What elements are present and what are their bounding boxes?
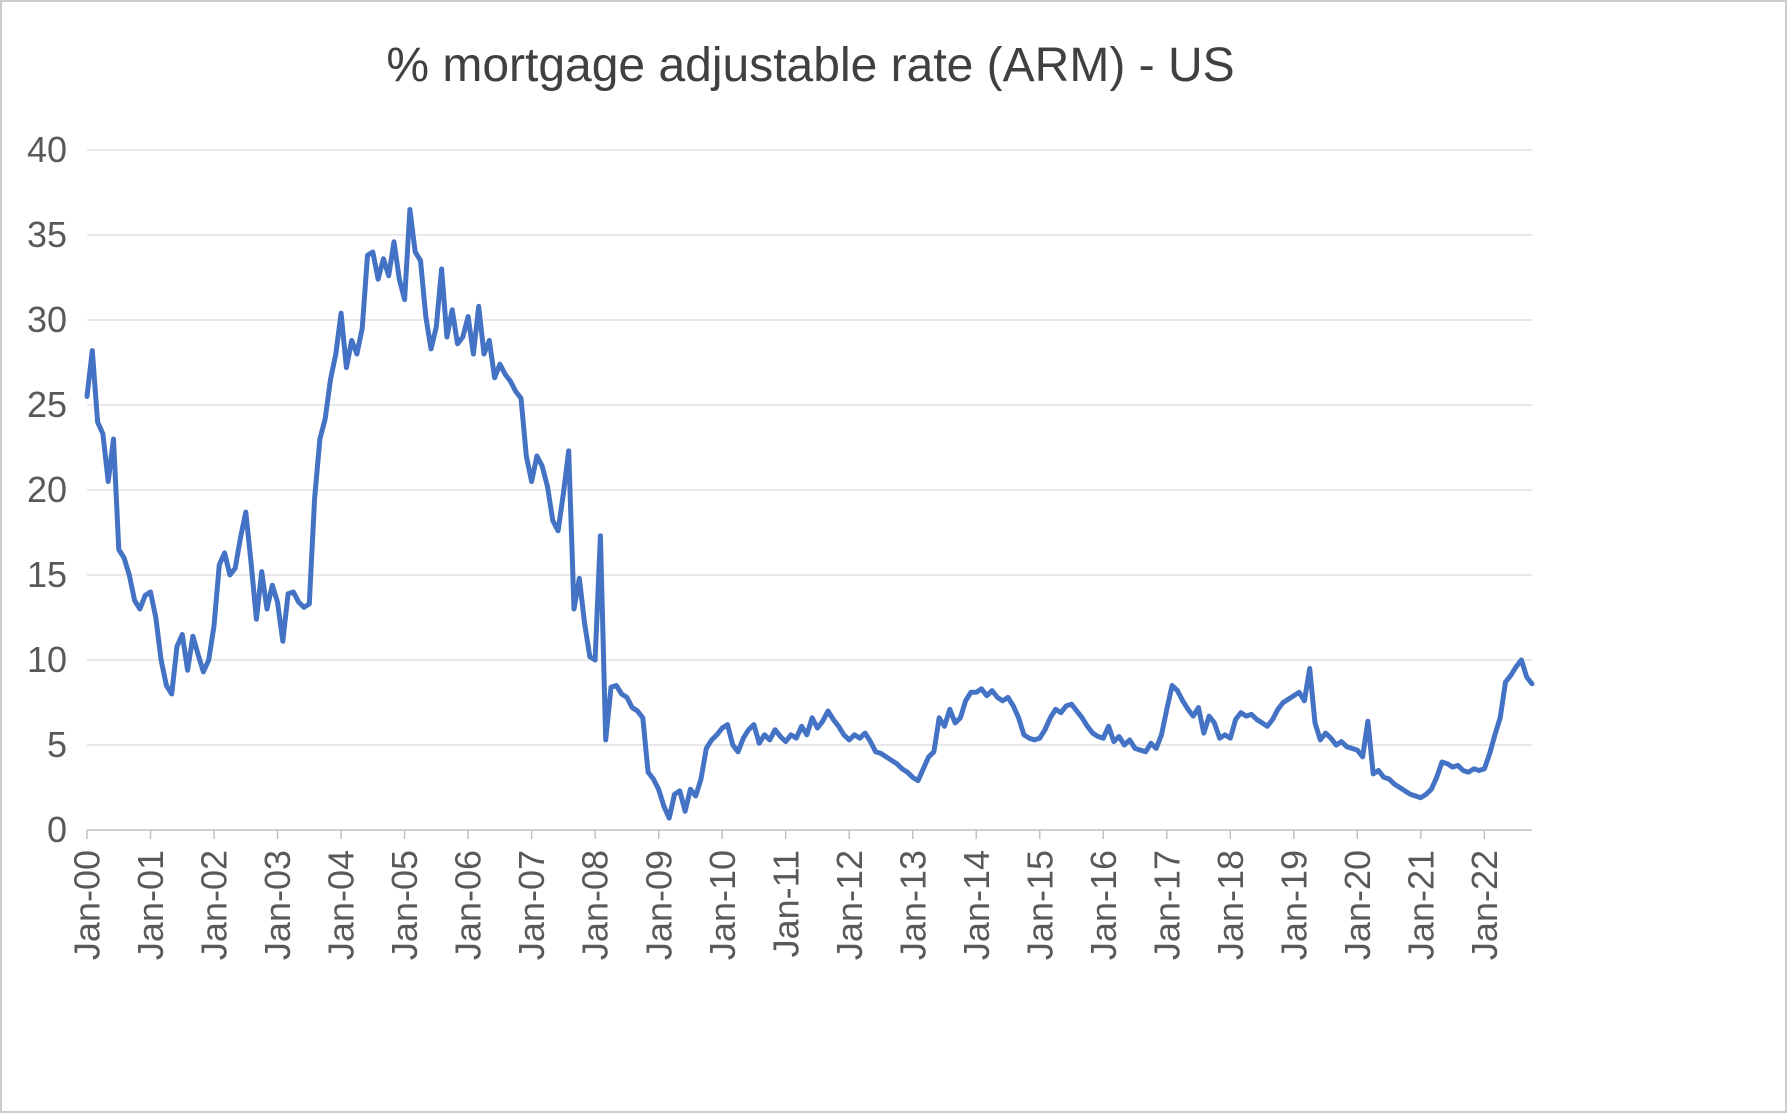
y-axis-tick-label: 40 [27,129,67,170]
x-axis-tick-label-group: Jan-08 [575,850,616,960]
x-axis-tick-label: Jan-02 [194,850,235,960]
x-axis-tick-label: Jan-11 [765,850,806,957]
x-axis-tick-label-group: Jan-20 [1337,850,1378,960]
x-axis-tick-label-group: Jan-03 [257,850,298,960]
x-axis-tick-label-group: Jan-10 [702,850,743,960]
y-axis-tick-label: 25 [27,384,67,425]
x-axis-tick-label: Jan-16 [1083,850,1124,960]
y-axis-tick-label: 0 [47,809,67,850]
x-axis-tick-label: Jan-10 [702,850,743,960]
data-series-line [84,207,1535,821]
x-axis-tick-label: Jan-04 [321,850,362,960]
x-axis-tick-label: Jan-17 [1146,850,1187,960]
x-axis-tick-label-group: Jan-05 [384,850,425,960]
x-axis-tick-label: Jan-01 [130,850,171,960]
x-axis-tick-label-group: Jan-22 [1464,850,1505,960]
x-axis-tick-label: Jan-21 [1400,850,1441,960]
x-axis-tick-label: Jan-20 [1337,850,1378,960]
x-axis-tick-label: Jan-15 [1019,850,1060,960]
x-axis-tick-label-group: Jan-01 [130,850,171,960]
x-axis-tick-label-group: Jan-13 [892,850,933,960]
x-axis-tick-label-group: Jan-09 [638,850,679,960]
y-axis-tick-label: 20 [27,469,67,510]
x-axis-tick-label: Jan-00 [67,850,108,960]
x-axis-tick-label: Jan-06 [448,850,489,960]
x-axis-tick-label-group: Jan-00 [67,850,108,960]
x-axis-tick-label: Jan-22 [1464,850,1505,960]
x-axis-tick-label-group: Jan-11 [765,850,806,957]
x-axis-tick-label-group: Jan-21 [1400,850,1441,960]
y-axis-tick-label: 35 [27,214,67,255]
x-axis-tick-label-group: Jan-07 [511,850,552,960]
y-axis-tick-label: 30 [27,299,67,340]
chart-title: % mortgage adjustable rate (ARM) - US [386,39,1235,92]
y-axis-tick-label: 10 [27,639,67,680]
x-axis-tick-label: Jan-09 [638,850,679,960]
x-axis-tick-label: Jan-13 [892,850,933,960]
x-axis-tick-label-group: Jan-16 [1083,850,1124,960]
x-axis-tick-label: Jan-12 [829,850,870,960]
x-axis-tick-label: Jan-08 [575,850,616,960]
y-axis-tick-label: 15 [27,554,67,595]
x-axis-tick-label-group: Jan-06 [448,850,489,960]
x-axis-tick-label-group: Jan-14 [956,850,997,960]
x-axis-tick-label: Jan-14 [956,850,997,960]
x-axis-tick-label-group: Jan-04 [321,850,362,960]
x-axis-tick-label: Jan-07 [511,850,552,960]
x-axis-tick-label-group: Jan-17 [1146,850,1187,960]
x-axis-tick-label-group: Jan-15 [1019,850,1060,960]
x-axis-tick-label: Jan-03 [257,850,298,960]
x-axis-tick-label: Jan-19 [1273,850,1314,960]
x-axis-tick-label: Jan-18 [1210,850,1251,960]
x-axis-tick-label-group: Jan-18 [1210,850,1251,960]
x-axis-tick-label-group: Jan-19 [1273,850,1314,960]
x-axis-tick-label-group: Jan-02 [194,850,235,960]
x-axis-tick-label-group: Jan-12 [829,850,870,960]
x-axis-tick-label: Jan-05 [384,850,425,960]
y-axis-tick-label: 5 [47,724,67,765]
